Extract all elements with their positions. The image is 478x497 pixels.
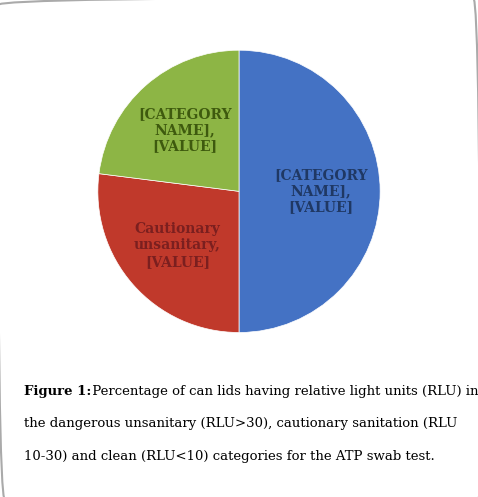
Text: the dangerous unsanitary (RLU>30), cautionary sanitation (RLU: the dangerous unsanitary (RLU>30), cauti… — [24, 417, 457, 430]
Text: Percentage of can lids having relative light units (RLU) in: Percentage of can lids having relative l… — [88, 385, 478, 398]
Text: Figure 1:: Figure 1: — [24, 385, 91, 398]
Wedge shape — [239, 50, 380, 332]
Text: 10-30) and clean (RLU<10) categories for the ATP swab test.: 10-30) and clean (RLU<10) categories for… — [24, 450, 435, 463]
Wedge shape — [99, 50, 239, 191]
Text: [CATEGORY
NAME],
[VALUE]: [CATEGORY NAME], [VALUE] — [274, 168, 368, 215]
Text: Cautionary
unsanitary,
[VALUE]: Cautionary unsanitary, [VALUE] — [134, 222, 221, 269]
Wedge shape — [98, 173, 239, 332]
Text: [CATEGORY
NAME],
[VALUE]: [CATEGORY NAME], [VALUE] — [138, 107, 232, 153]
